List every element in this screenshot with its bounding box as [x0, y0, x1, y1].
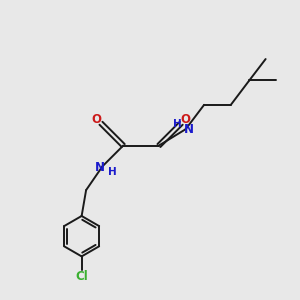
Text: H: H: [109, 167, 117, 177]
Text: Cl: Cl: [75, 270, 88, 283]
Text: N: N: [95, 161, 105, 174]
Text: O: O: [92, 113, 101, 126]
Text: N: N: [184, 123, 194, 136]
Text: H: H: [173, 119, 182, 129]
Text: O: O: [181, 113, 191, 126]
